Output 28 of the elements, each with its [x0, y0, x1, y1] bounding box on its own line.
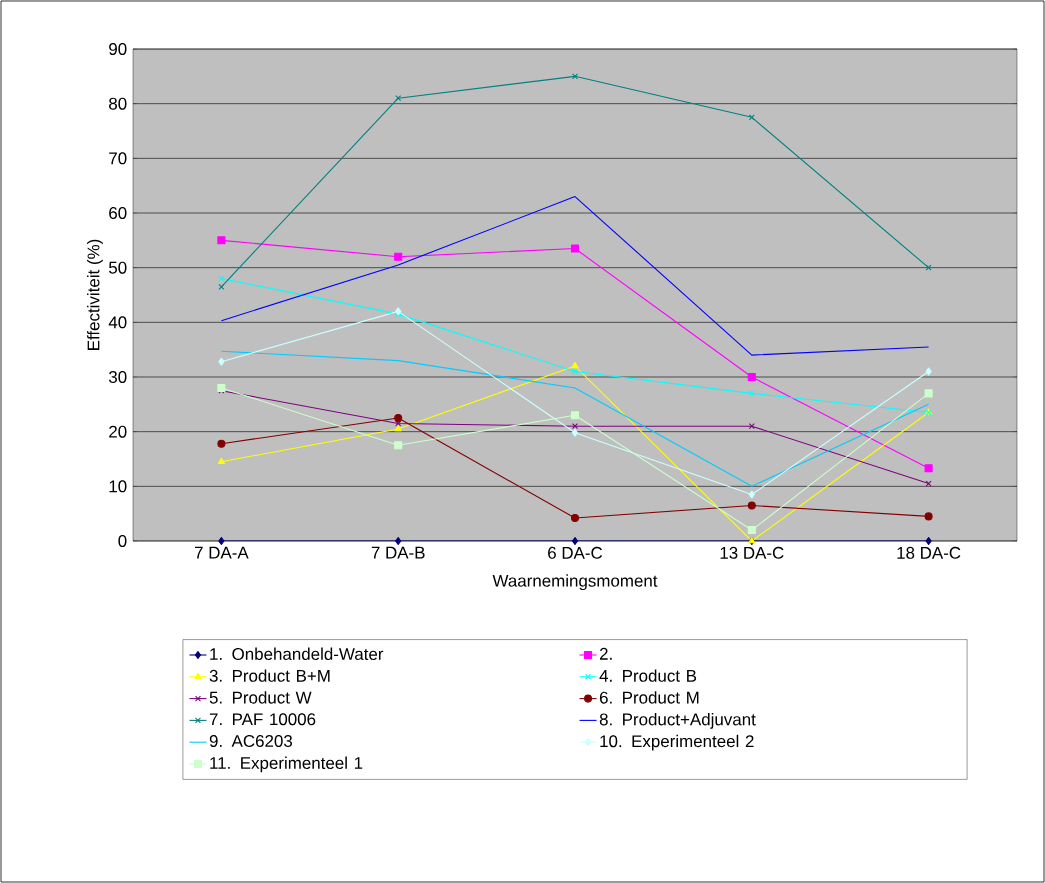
y-tick-label: 90 [109, 43, 127, 55]
y-tick-label: 20 [109, 425, 127, 438]
y-tick-label: 0 [118, 535, 127, 547]
y-tick-label: 50 [108, 261, 127, 274]
x-tick-label: 7 DA-B [371, 546, 425, 559]
y-tick-label: 40 [108, 316, 127, 329]
x-tick-label: 18 DA-C [897, 546, 961, 559]
legend-label: 3. Product B+M [209, 669, 330, 682]
x-tick-label: 13 DA-C [720, 546, 784, 559]
legend-label: 9. AC6203 [209, 735, 293, 747]
x-tick-label: 7 DA-A [194, 546, 249, 559]
legend-label: 4. Product B [599, 669, 697, 682]
y-tick-label: 60 [109, 207, 127, 219]
legend-label: 6. Product M [599, 691, 699, 704]
y-axis-title: Effectiviteit (%) [87, 239, 103, 350]
legend-label: 8. Product+Adjuvant [599, 712, 756, 729]
legend-label: 7. PAF 10006 [209, 713, 316, 726]
legend-label: 2. [599, 647, 612, 660]
legend-label: 1. Onbehandeld-Water [210, 647, 384, 661]
legend-label: 10. Experimenteel 2 [600, 734, 754, 751]
y-tick-label: 10 [109, 480, 127, 493]
legend-label: 5. Product W [209, 691, 312, 704]
y-tick-label: 80 [109, 97, 127, 110]
x-tick-label: 6 DA-C [548, 546, 603, 559]
y-tick-label: 30 [108, 371, 127, 383]
x-axis-title: Waarnemingsmoment [492, 574, 658, 591]
legend-label: 11. Experimenteel 1 [210, 756, 363, 773]
y-tick-label: 70 [109, 152, 127, 165]
